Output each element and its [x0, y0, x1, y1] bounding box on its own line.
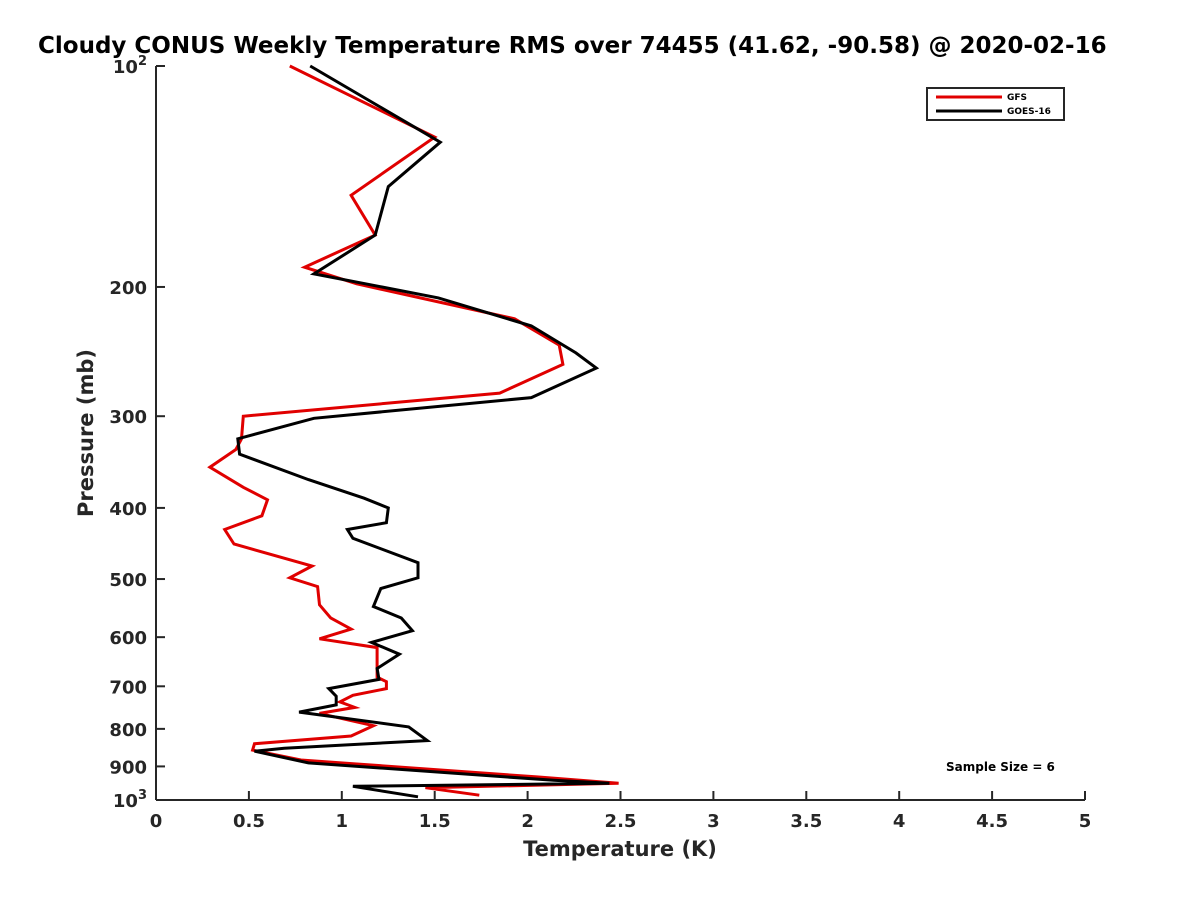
y-tick-label: 600 — [109, 628, 147, 649]
legend-box — [926, 87, 1065, 121]
x-axis-label: Temperature (K) — [523, 837, 717, 861]
x-tick-label: 4 — [893, 811, 906, 832]
y-tick-label: 900 — [109, 757, 147, 778]
x-tick-label: 2.5 — [605, 811, 637, 832]
legend: GFS GOES-16 — [926, 87, 1065, 121]
x-tick-label: 3 — [707, 811, 720, 832]
axes: 0 0.5 1 1.5 2 2.5 3 3.5 4 4.5 5 102 200 300 400 500 600 7… — [109, 54, 1091, 832]
x-tick-label: 0.5 — [233, 811, 265, 832]
x-tick-label: 5 — [1079, 811, 1092, 832]
legend-label: GFS — [1007, 93, 1027, 103]
x-tick-label: 2 — [521, 811, 534, 832]
chart-title: Cloudy CONUS Weekly Temperature RMS over… — [38, 33, 1107, 59]
y-tick-label: 400 — [109, 499, 147, 520]
series-layer — [207, 64, 619, 799]
legend-label: GOES-16 — [1007, 107, 1051, 117]
x-tick-label: 1.5 — [419, 811, 451, 832]
x-tick-label: 0 — [150, 811, 163, 832]
y-tick-label: 200 — [109, 278, 147, 299]
x-tick-label: 1 — [336, 811, 349, 832]
y-tick-label: 800 — [109, 720, 147, 741]
series-line-gfs — [207, 64, 619, 797]
y-axis-label: Pressure (mb) — [74, 349, 98, 517]
y-tick-label: 500 — [109, 570, 147, 591]
y-tick-label: 102 — [113, 54, 147, 78]
x-tick-label: 3.5 — [790, 811, 822, 832]
series-line-goes-16 — [236, 64, 610, 799]
x-tick-label: 4.5 — [976, 811, 1008, 832]
sample-size-annotation: Sample Size = 6 — [946, 760, 1055, 774]
y-tick-label: 300 — [109, 407, 147, 428]
y-tick-label: 103 — [113, 788, 147, 812]
y-tick-label: 700 — [109, 677, 147, 698]
